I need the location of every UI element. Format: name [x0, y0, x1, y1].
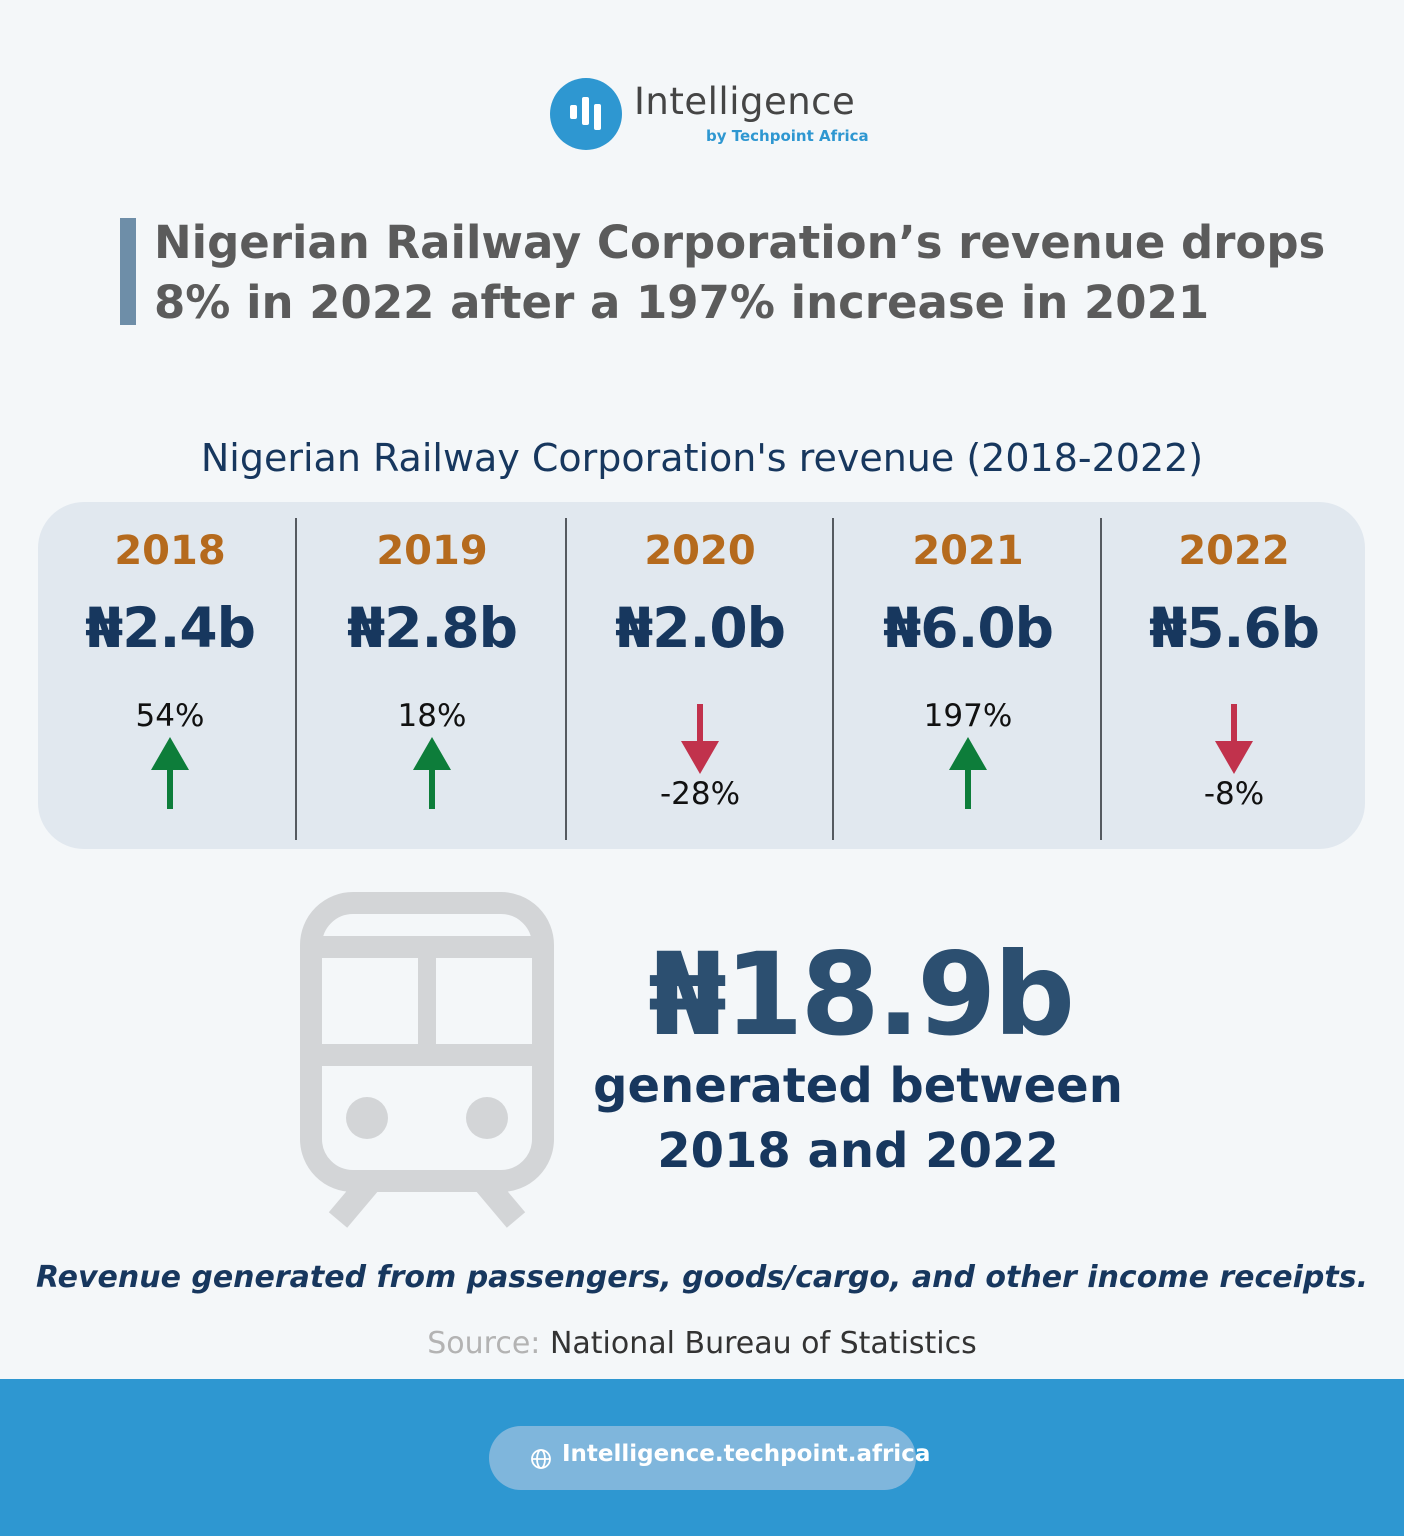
page-title: Nigerian Railway Corporation’s revenue d…: [154, 213, 1354, 333]
headline-accent-bar: [120, 218, 136, 325]
website-url[interactable]: Intelligence.techpoint.africa: [562, 1441, 931, 1467]
revenue-value: ₦6.0b: [882, 596, 1054, 660]
revenue-value: ₦2.4b: [84, 596, 256, 660]
brand-tagline: by Techpoint Africa: [706, 127, 869, 145]
revenue-note: Revenue generated from passengers, goods…: [36, 1260, 1368, 1295]
source-line: Source: National Bureau of Statistics: [0, 1326, 1404, 1361]
change-label: 54%: [135, 698, 205, 734]
change-label: 197%: [923, 698, 1013, 734]
decrease-arrow-icon: [1215, 704, 1253, 774]
year-label: 2020: [644, 528, 756, 574]
total-revenue-caption: generated between: [593, 1058, 1123, 1114]
total-revenue-caption-period: 2018 and 2022: [657, 1123, 1059, 1179]
increase-arrow-icon: [151, 737, 189, 809]
chart-title: Nigerian Railway Corporation's revenue (…: [200, 436, 1204, 480]
column-divider: [565, 518, 567, 840]
column-divider: [1100, 518, 1102, 840]
change-label: 18%: [397, 698, 467, 734]
brand-name: Intelligence: [634, 80, 856, 123]
brand-logo-icon: [550, 78, 622, 150]
year-label: 2021: [912, 528, 1024, 574]
increase-arrow-icon: [949, 737, 987, 809]
train-icon: [300, 892, 554, 1228]
column-divider: [295, 518, 297, 840]
website-link[interactable]: [489, 1426, 916, 1490]
increase-arrow-icon: [413, 737, 451, 809]
year-label: 2022: [1178, 528, 1290, 574]
change-label: -8%: [1203, 776, 1265, 812]
total-revenue-value: ₦18.9b: [647, 928, 1075, 1061]
revenue-value: ₦2.0b: [614, 596, 786, 660]
globe-icon: [531, 1449, 551, 1469]
source-label: Source:: [427, 1326, 541, 1361]
page-title-line-2: 8% in 2022 after a 197% increase in 2021: [154, 276, 1210, 329]
revenue-value: ₦2.8b: [346, 596, 518, 660]
source-name: National Bureau of Statistics: [549, 1326, 977, 1361]
page-title-line-1: Nigerian Railway Corporation’s revenue d…: [154, 216, 1326, 269]
decrease-arrow-icon: [681, 704, 719, 774]
year-label: 2019: [376, 528, 488, 574]
revenue-panel: [38, 502, 1365, 849]
revenue-value: ₦5.6b: [1148, 596, 1320, 660]
year-label: 2018: [114, 528, 226, 574]
column-divider: [832, 518, 834, 840]
change-label: -28%: [659, 776, 741, 812]
